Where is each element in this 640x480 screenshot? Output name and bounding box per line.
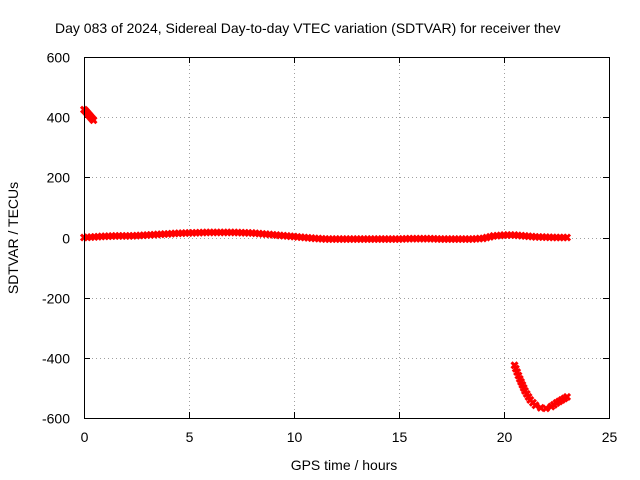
x-tick-label: 25 [602,429,618,445]
y-tick-label: 0 [62,231,70,247]
axis-ticks: 0 5 10 15 20 25 -600 -400 -200 0 200 400 600 [42,50,618,446]
data-point-cross [391,234,400,244]
data-point-cross [560,394,569,403]
data-point-cross [401,234,411,243]
data-point-cross [454,234,463,244]
data-point-cross [524,392,533,402]
x-tick-label: 5 [186,429,194,445]
data-point-cross [275,231,285,240]
chart-title: Day 083 of 2024, Sidereal Day-to-day VTE… [55,20,561,36]
x-tick-label: 0 [81,429,89,445]
data-point-cross [233,228,243,237]
data-point-cross [317,234,327,243]
data-point-cross [86,233,96,242]
data-point-cross [541,404,551,413]
data-point-cross [89,116,98,125]
data-point-cross [139,231,148,240]
data-point-cross [475,234,484,243]
data-point-cross [170,229,180,238]
y-tick-label: 400 [47,110,71,126]
data-point-cross [97,232,106,241]
y-tick-label: -400 [42,351,70,367]
data-point-cross [107,232,117,241]
data-point-cross [559,233,568,242]
data-point-cross [485,232,495,241]
data-point-cross [328,234,337,244]
data-point-cross [412,234,421,243]
data-point-cross [555,397,564,406]
data-point-cross [496,231,505,240]
data-point-cross [202,228,211,237]
data-point-cross [519,383,528,392]
data-point-cross [506,231,516,240]
data-point-cross [422,234,432,243]
x-axis-label: GPS time / hours [291,457,398,473]
data-point-cross [538,233,547,242]
data-point-cross [128,231,138,240]
data-point-cross [380,234,390,244]
plot-frame [84,57,610,419]
data-point-cross [514,371,523,380]
data-point-cross [433,234,442,243]
x-tick-label: 10 [287,429,303,445]
data-point-cross [286,232,295,241]
data-point-cross [464,234,474,244]
data-point-cross [517,231,526,240]
data-point-cross [118,231,127,241]
data-point-cross [191,228,201,237]
y-tick-label: 200 [47,170,71,186]
x-tick-label: 15 [392,429,408,445]
data-point-cross [265,230,274,239]
data-point-cross [528,398,537,407]
data-point-cross [160,230,169,239]
y-tick-label: -200 [42,291,70,307]
data-point-cross [181,229,190,238]
y-tick-label: -600 [42,411,70,427]
data-point-cross [149,230,159,239]
data-point-cross [307,234,316,243]
data-point-cross [527,232,537,241]
data-point-cross [359,234,369,244]
data-point-cross [296,233,306,242]
data-point-cross [223,228,232,237]
data-point-cross [548,233,558,242]
x-tick-label: 20 [497,429,513,445]
data-point-cross [370,234,379,244]
data-point-cross [443,234,453,244]
y-tick-label: 600 [47,50,71,66]
data-point-cross [244,228,253,237]
data-point-cross [338,234,348,244]
data-points [79,105,572,413]
data-point-cross [254,229,264,238]
y-axis-label: SDTVAR / TECUs [5,182,21,294]
data-point-cross [212,228,222,237]
data-point-cross [349,234,358,244]
